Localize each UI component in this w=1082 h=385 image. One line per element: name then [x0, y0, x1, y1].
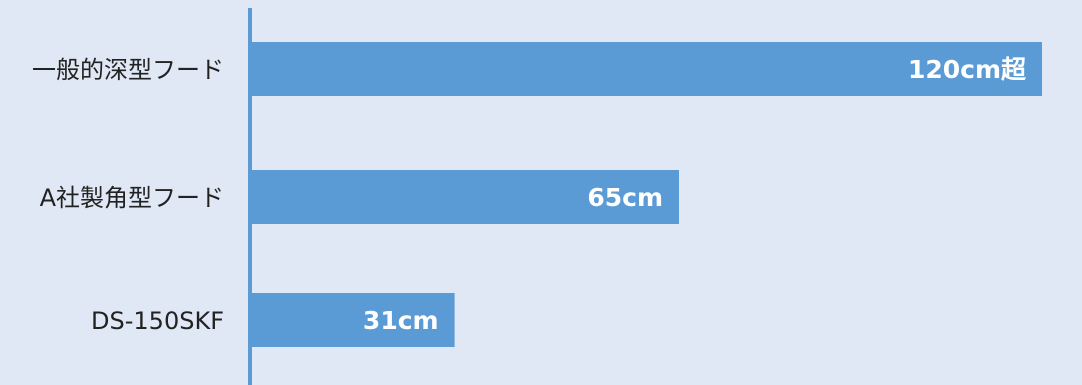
value-label: 120cm超 [908, 55, 1027, 84]
value-label: 65cm [587, 183, 663, 212]
bars-group: 一般的深型フード 120cm超 A社製角型フード 65cm DS-150SKF 31cm [32, 42, 1042, 347]
bar [250, 170, 679, 224]
bar [250, 42, 1042, 96]
bar [250, 293, 455, 347]
value-label: 31cm [363, 306, 439, 335]
category-label: A社製角型フード [40, 184, 224, 212]
category-label: DS-150SKF [91, 307, 224, 335]
category-label: 一般的深型フード [32, 56, 224, 84]
